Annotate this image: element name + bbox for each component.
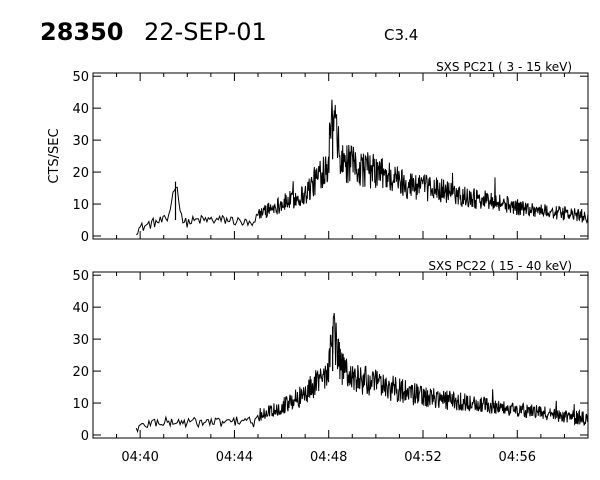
series-line-top [136,99,589,235]
y-tick-label-bottom: 30 [72,333,89,348]
y-tick-label-top: 30 [72,134,89,149]
panel-top-x-axis [92,73,589,239]
y-tick-label-bottom: 10 [72,397,89,412]
panel-bottom-frame [92,271,589,439]
panel-top-y-axis: 0 10 20 30 40 50 [72,70,588,245]
panel-top-frame [92,72,589,240]
series-line-bottom [135,313,589,434]
panel-top: SXS PC21 ( 3 - 15 keV) 0 10 20 30 40 50 CTS/S… [47,60,589,245]
x-tick-label: 04:40 [121,450,158,465]
panel-bottom-title: SXS PC22 ( 15 - 40 keV) [428,259,572,273]
panel-bottom-y-axis: 0 10 20 30 40 50 [72,269,588,444]
y-tick-label-bottom: 0 [81,429,89,444]
x-tick-label: 04:44 [216,450,253,465]
x-tick-label: 04:48 [310,450,347,465]
trace-bottom [135,313,589,434]
x-tick-labels: 04:40 04:44 04:48 04:52 04:56 [121,450,536,465]
x-tick-label: 04:52 [404,450,441,465]
y-tick-label-top: 50 [72,70,89,85]
panel-bottom-x-axis [92,272,589,438]
event-date: 22-SEP-01 [144,18,267,46]
y-tick-label-top: 0 [81,230,89,245]
x-tick-label: 04:56 [499,450,536,465]
trace-top [136,99,589,235]
y-tick-label-top: 10 [72,198,89,213]
y-tick-label-top: 20 [72,166,89,181]
panel-top-ylabel: CTS/SEC [47,128,62,183]
y-tick-label-bottom: 40 [72,301,89,316]
y-tick-label-top: 40 [72,102,89,117]
y-tick-label-bottom: 50 [72,269,89,284]
y-tick-label-bottom: 20 [72,365,89,380]
goes-class: C3.4 [384,26,418,44]
event-id: 28350 [40,18,124,46]
panel-bottom: SXS PC22 ( 15 - 40 keV) 0 10 20 30 40 50 [72,259,589,444]
panel-top-title: SXS PC21 ( 3 - 15 keV) [436,60,572,74]
